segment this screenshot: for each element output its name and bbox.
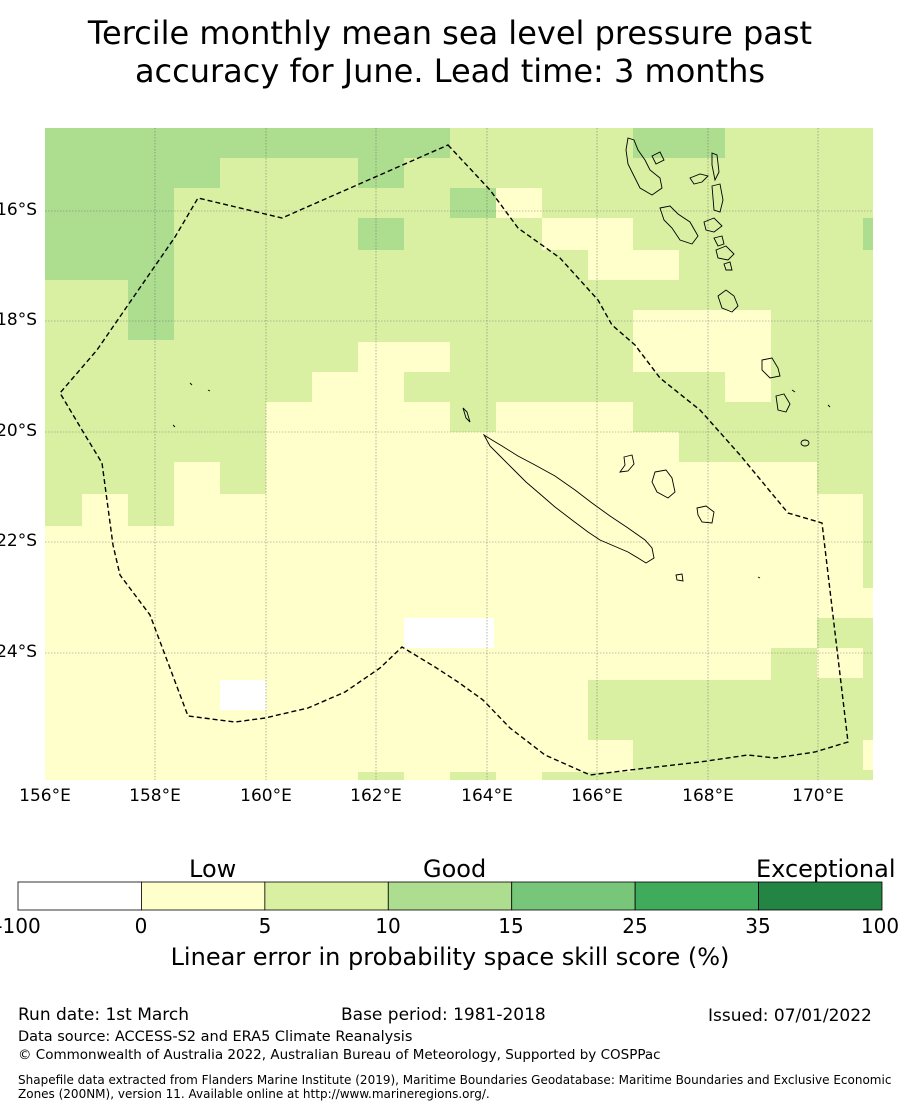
colorbar	[17, 881, 883, 911]
lat-label: 20°S	[0, 421, 37, 441]
new-caledonia-island	[482, 433, 655, 564]
graticule	[45, 128, 873, 780]
colorbar-tick: 5	[258, 914, 272, 938]
lat-label: 18°S	[0, 310, 37, 330]
coastlines	[172, 137, 831, 582]
lon-label: 160°E	[240, 786, 292, 806]
shapefile-credit: Shapefile data extracted from Flanders M…	[18, 1073, 892, 1101]
title-line-1: Tercile monthly mean sea level pressure …	[87, 14, 813, 52]
colorbar-tick: 100	[860, 914, 900, 938]
colorbar-swatch	[758, 881, 883, 911]
category-exceptional: Exceptional	[756, 855, 896, 883]
colorbar-swatch	[17, 881, 142, 911]
data-source: Data source: ACCESS-S2 and ERA5 Climate …	[18, 1029, 413, 1045]
lon-label: 168°E	[682, 786, 734, 806]
copyright: © Commonwealth of Australia 2022, Austra…	[18, 1047, 661, 1063]
colorbar-swatch	[634, 881, 759, 911]
category-good: Good	[423, 855, 487, 883]
colorbar-tick: 15	[498, 914, 524, 938]
lon-label: 166°E	[571, 786, 623, 806]
lon-label: 158°E	[129, 786, 181, 806]
colorbar-tick: -100	[0, 914, 41, 938]
lat-label: 22°S	[0, 531, 37, 551]
colorbar-tick: 25	[622, 914, 648, 938]
run-date: Run date: 1st March	[18, 1005, 190, 1025]
skill-grid	[45, 128, 873, 780]
lat-label: 24°S	[0, 642, 37, 662]
colorbar-swatch	[387, 881, 513, 911]
colorbar-swatch	[511, 881, 636, 911]
colorbar-tick: 35	[745, 914, 771, 938]
category-low: Low	[189, 855, 237, 883]
base-period: Base period: 1981-2018	[341, 1005, 546, 1025]
vanuatu-islands	[625, 137, 663, 196]
lon-label: 162°E	[350, 786, 402, 806]
colorbar-title: Linear error in probability space skill …	[170, 943, 730, 971]
colorbar-tick: 0	[134, 914, 148, 938]
lon-label: 156°E	[19, 786, 71, 806]
colorbar-swatch	[141, 881, 266, 911]
colorbar-swatch	[264, 881, 389, 911]
title-line-2: accuracy for June. Lead time: 3 months	[134, 52, 766, 90]
eez-boundary	[59, 144, 849, 776]
chart-title: Tercile monthly mean sea level pressure …	[0, 14, 900, 90]
lon-label: 170°E	[792, 786, 844, 806]
issued-date: Issued: 07/01/2022	[708, 1006, 872, 1026]
colorbar-tick: 10	[375, 914, 401, 938]
lat-label: 16°S	[0, 200, 37, 220]
lon-label: 164°E	[461, 786, 513, 806]
